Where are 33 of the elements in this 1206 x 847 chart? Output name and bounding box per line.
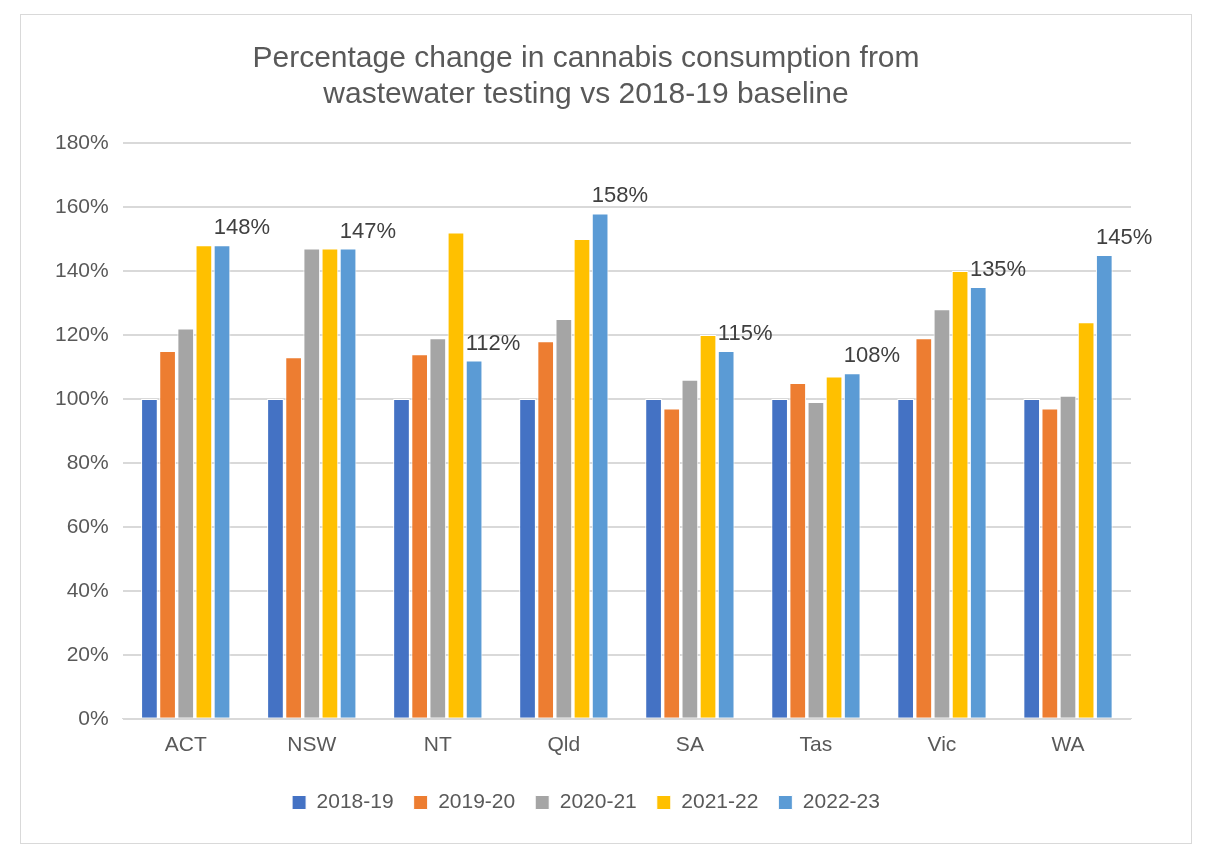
legend-label: 2021-22: [681, 789, 759, 813]
x-tick-label: Tas: [799, 732, 833, 756]
y-tick-label: 140%: [54, 257, 109, 281]
x-tick-label: SA: [675, 732, 704, 756]
y-tick-label: 100%: [54, 385, 109, 409]
x-tick-label: NT: [423, 732, 452, 756]
x-tick-label: NSW: [287, 732, 337, 756]
data-label: 135%: [969, 256, 1027, 282]
y-tick-label: 40%: [66, 577, 109, 601]
legend-label: 2022-23: [802, 789, 880, 813]
legend-label: 2018-19: [316, 789, 394, 813]
data-label: 148%: [213, 214, 270, 240]
data-label: 115%: [717, 319, 773, 345]
x-tick-label: WA: [1051, 732, 1085, 756]
y-tick-label: 120%: [54, 321, 109, 345]
y-tick-label: 0%: [78, 705, 109, 729]
text: Percentage change in cannabis consumption from: [252, 40, 920, 74]
data-label: 147%: [339, 217, 396, 243]
y-tick-label: 60%: [66, 513, 109, 537]
y-tick-label: 80%: [66, 449, 109, 473]
legend-label: 2019-20: [438, 789, 516, 813]
y-tick-label: 20%: [66, 641, 109, 665]
legend-label: 2020-21: [559, 789, 637, 813]
x-tick-label: Vic: [927, 732, 957, 756]
data-label: 145%: [1095, 224, 1153, 250]
x-tick-label: Qld: [547, 732, 581, 756]
y-tick-label: 160%: [54, 193, 109, 217]
data-label: 112%: [465, 329, 521, 355]
data-label: 108%: [843, 342, 901, 368]
data-label: 158%: [591, 182, 649, 208]
y-tick-label: 180%: [54, 129, 109, 153]
text: wastewater testing vs 2018-19 baseline: [323, 76, 849, 110]
x-tick-label: ACT: [164, 732, 207, 756]
